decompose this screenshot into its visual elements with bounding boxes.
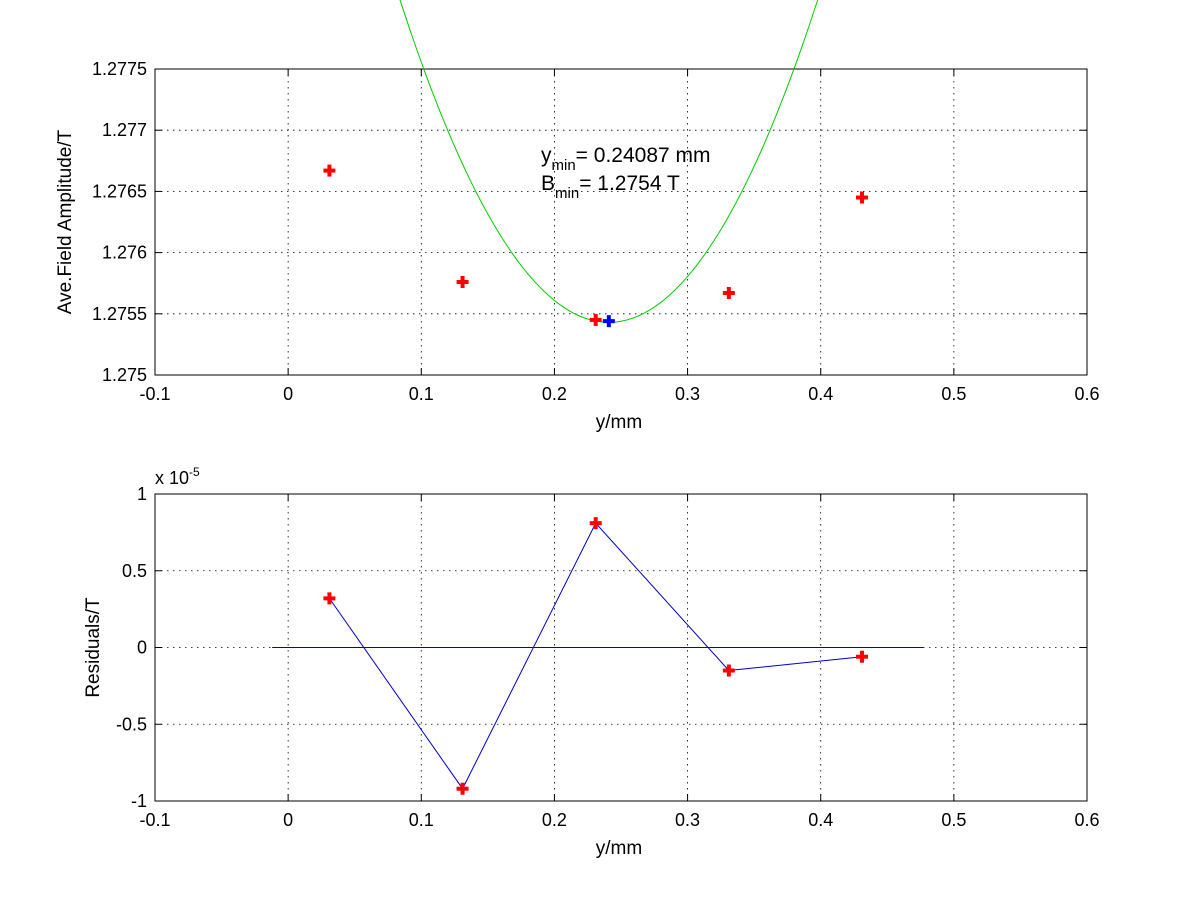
- ymin-annotation: ymin= 0.24087 mm: [541, 144, 711, 174]
- x-tick-label: 0.3: [675, 384, 700, 404]
- residual-line: [329, 522, 863, 790]
- x-tick-label: -0.1: [139, 810, 170, 830]
- y-tick-label: -1: [131, 791, 147, 811]
- data-point: [855, 191, 868, 204]
- residuals-panel: -0.1 0 0.1 0.2 0.3 0.4 0.5 0.6 -1 -0.5 0 0.5 1 y/mm Re…: [83, 465, 1100, 859]
- data-point: [589, 517, 602, 530]
- x-tick-label: 0.5: [941, 384, 966, 404]
- data-point: [722, 664, 735, 677]
- y-tick-label: 1: [137, 484, 147, 504]
- data-point: [456, 275, 469, 288]
- data-point: [855, 650, 868, 663]
- x-axis-label: y/mm: [596, 412, 642, 433]
- x-tick-label: 0.4: [808, 810, 833, 830]
- bmin-annotation-subscript: min: [555, 185, 579, 202]
- x-tick-label: -0.1: [139, 384, 170, 404]
- data-point: [323, 592, 336, 605]
- x-axis-label: y/mm: [596, 838, 642, 859]
- y-axis-label: Ave.Field Amplitude/T: [55, 129, 76, 314]
- x-tick-label: 0.1: [409, 384, 434, 404]
- data-point: [456, 782, 469, 795]
- bmin-annotation-symbol: B: [541, 172, 555, 195]
- ymin-annotation-subscript: min: [552, 157, 576, 174]
- minimum-point: [602, 315, 615, 328]
- x-tick-label: 0.5: [941, 810, 966, 830]
- x-tick-label: 0.3: [675, 810, 700, 830]
- x-tick-label: 0: [283, 810, 293, 830]
- x-tick-label: 0.6: [1074, 384, 1099, 404]
- y-tick-label: 0.5: [122, 561, 147, 581]
- ymin-annotation-value: = 0.24087 mm: [576, 144, 711, 167]
- x-tick-label: 0.1: [409, 810, 434, 830]
- x-tick-label: 0.2: [542, 810, 567, 830]
- ymin-annotation-symbol: y: [541, 144, 552, 167]
- y-tick-label: -0.5: [116, 714, 147, 734]
- y-exponent-label: x 10-5: [155, 465, 200, 488]
- x-tick-label: 0: [283, 384, 293, 404]
- y-tick-label: 0: [137, 638, 147, 658]
- y-tick-label: 1.2755: [92, 304, 147, 324]
- bmin-annotation-value: = 1.2754 T: [579, 172, 680, 195]
- y-axis-label: Residuals/T: [83, 597, 104, 698]
- x-tick-label: 0.4: [808, 384, 833, 404]
- y-exponent-power: -5: [189, 465, 200, 479]
- x-tick-label: 0.6: [1074, 810, 1099, 830]
- y-tick-label: 1.2775: [92, 59, 147, 79]
- bmin-annotation: Bmin= 1.2754 T: [541, 172, 680, 202]
- fit-panel: -0.1 0 0.1 0.2 0.3 0.4 0.5 0.6 1.275 1.2755 1.276 1…: [55, 0, 1100, 433]
- data-point: [722, 286, 735, 299]
- y-tick-label: 1.275: [102, 365, 147, 385]
- axes-frame: [154, 68, 1088, 376]
- data-point: [323, 164, 336, 177]
- y-tick-label: 1.277: [102, 120, 147, 140]
- y-tick-label: 1.2765: [92, 181, 147, 201]
- y-tick-label: 1.276: [102, 243, 147, 263]
- y-exponent-base: x 10: [155, 468, 189, 488]
- data-point: [589, 313, 602, 326]
- x-tick-label: 0.2: [542, 384, 567, 404]
